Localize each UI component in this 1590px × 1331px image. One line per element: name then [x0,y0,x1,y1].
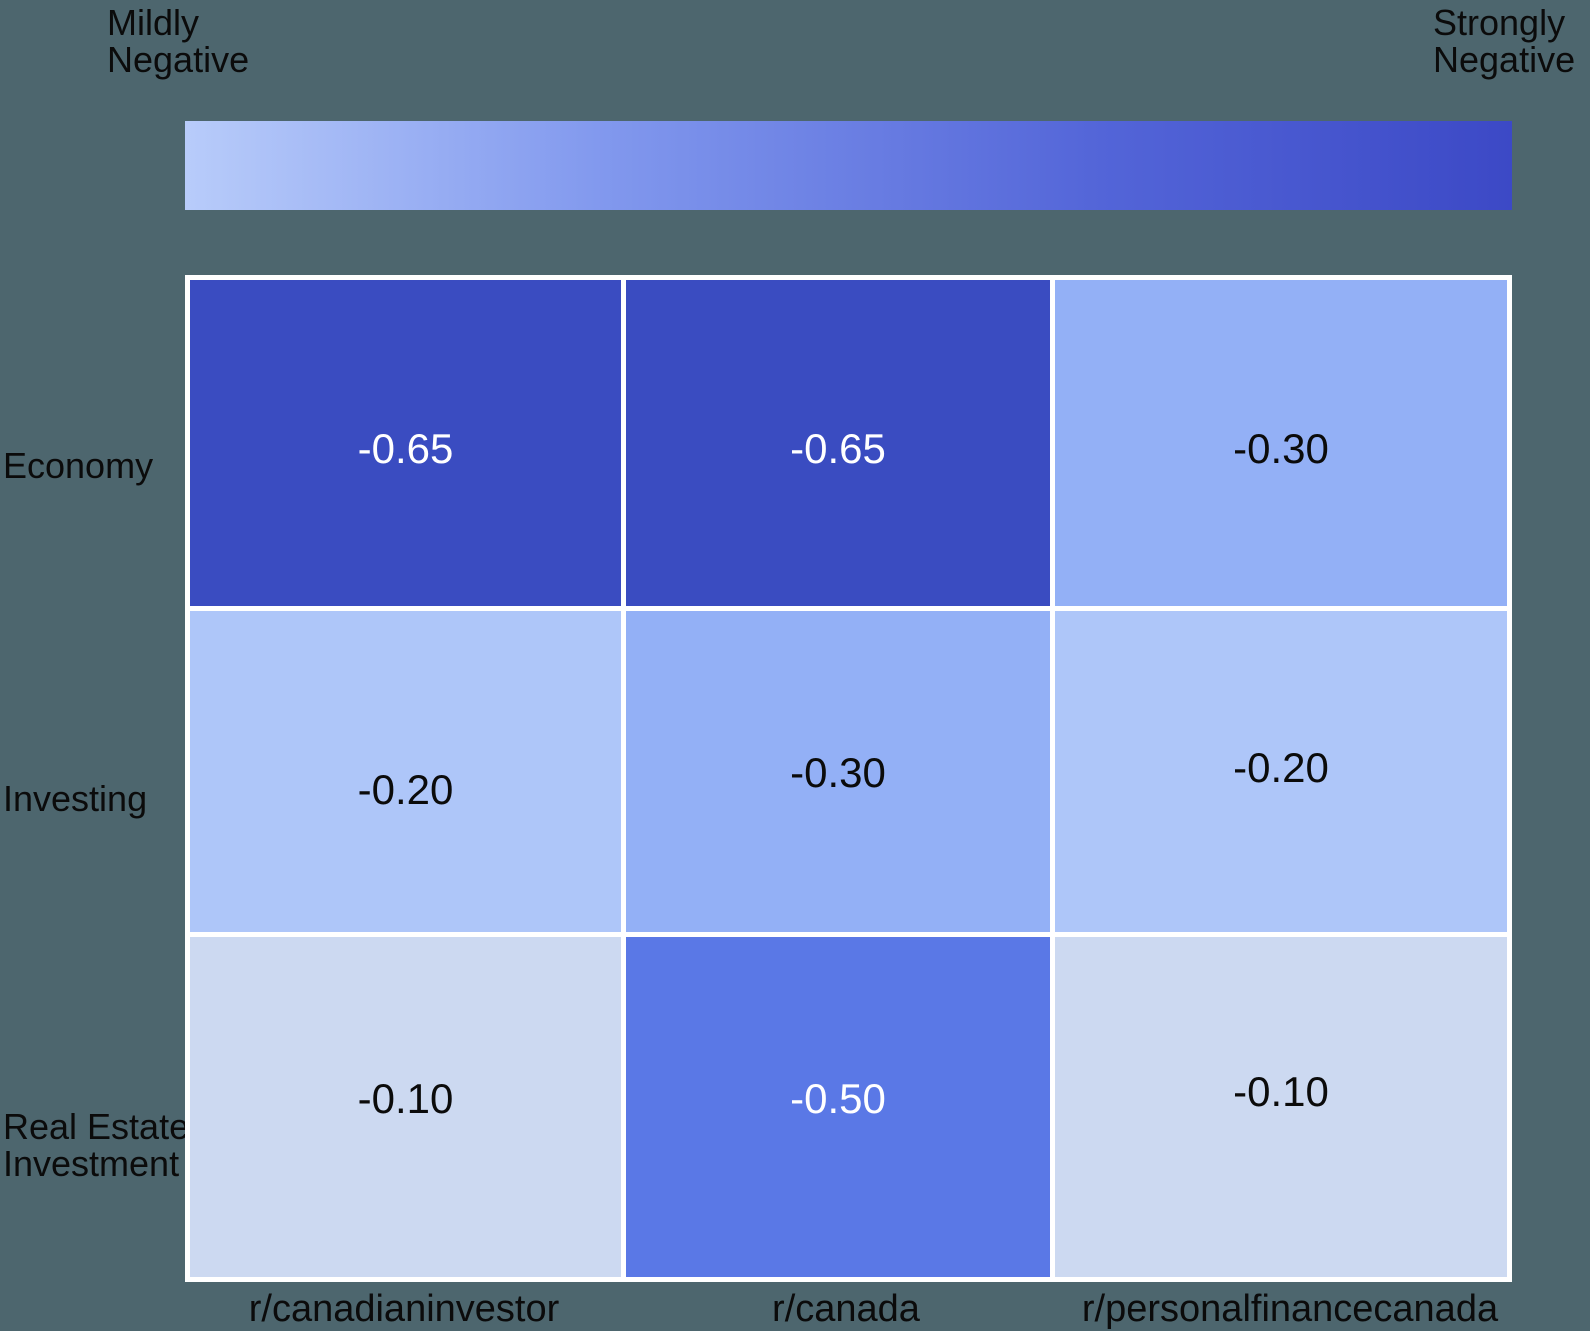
row-label-real-estate-line1: Real Estate [3,1106,190,1147]
row-label-real-estate-line2: Investment [3,1143,180,1184]
colorbar-min-label-line2: Negative [107,39,250,80]
cell-value: -0.65 [790,425,886,473]
cell-value: -0.10 [357,1074,454,1122]
cell-value: -0.50 [790,1074,886,1122]
row-label-economy-line1: Economy [3,445,154,486]
colorbar-max-label-line1: Strongly [1433,2,1566,43]
cell-value: -0.20 [1233,743,1329,791]
heatmap-cell-investing-canada: -0.30 [626,611,1050,932]
colorbar-min-label-line1: Mildly [107,2,200,43]
heatmap-cell-economy-personalfinancecanada: -0.30 [1055,280,1507,607]
heatmap-cell-realestate-canada: -0.50 [626,936,1050,1277]
cell-value: -0.65 [357,425,454,473]
heatmap-cell-realestate-canadianinvestor: -0.10 [190,936,621,1277]
col-label-canadianinvestor: r/canadianinvestor [248,1288,560,1330]
cell-value: -0.20 [357,765,454,813]
row-label-economy: Economy [3,447,153,484]
colorbar-max-label-line2: Negative [1433,39,1576,80]
col-label-canada: r/canada [772,1288,920,1330]
cell-value: -0.10 [1233,1067,1329,1115]
row-label-investing-line1: Investing [3,778,148,819]
cell-value: -0.30 [1233,425,1329,473]
row-label-investing: Investing [3,780,147,817]
heatmap-cell-realestate-personalfinancecanada: -0.10 [1055,936,1507,1277]
col-label-personalfinancecanada: r/personalfinancecanada [1081,1288,1499,1330]
row-label-real-estate-investment: Real Estate Investment [3,1108,189,1182]
heatmap-cell-investing-canadianinvestor: -0.20 [190,611,621,932]
cell-value: -0.30 [790,748,886,796]
heatmap-cell-economy-canada: -0.65 [626,280,1050,607]
heatmap-cell-economy-canadianinvestor: -0.65 [190,280,621,607]
heatmap-cell-investing-personalfinancecanada: -0.20 [1055,611,1507,932]
colorbar-min-label: Mildly Negative [107,4,249,78]
colorbar-gradient [185,121,1512,210]
colorbar-max-label: Strongly Negative [1433,4,1575,78]
heatmap-grid: -0.65 -0.65 -0.30 -0.20 -0.30 -0.20 -0.1… [185,275,1512,1282]
